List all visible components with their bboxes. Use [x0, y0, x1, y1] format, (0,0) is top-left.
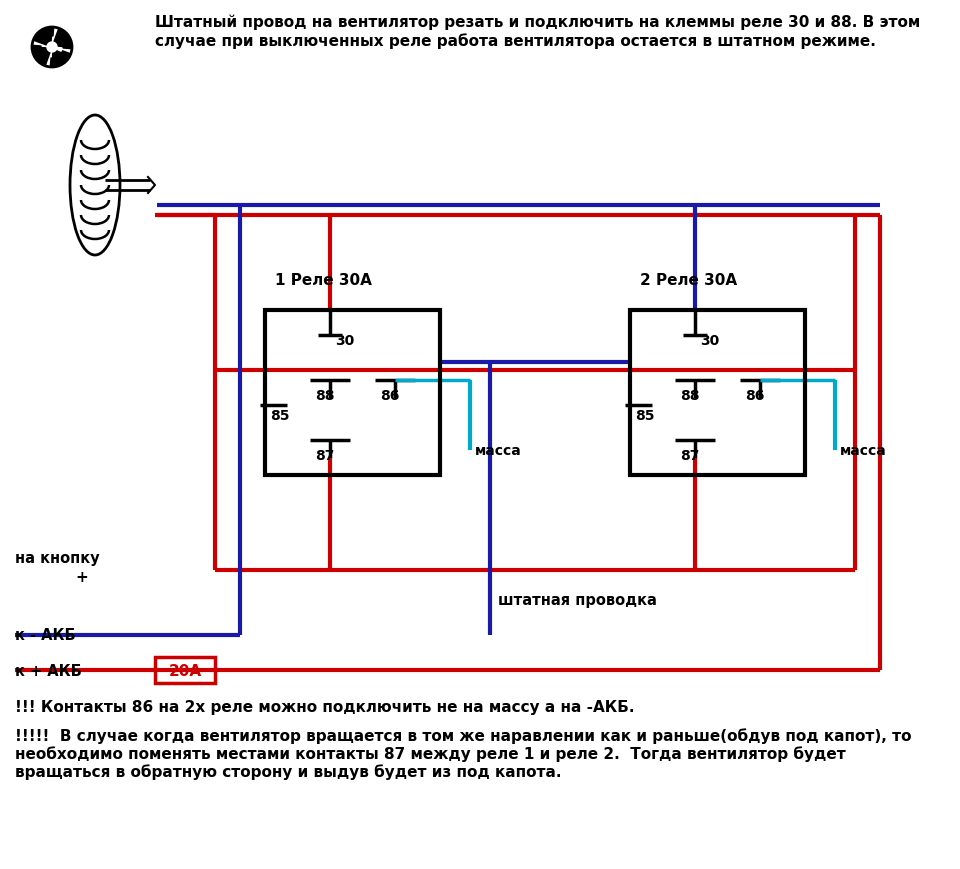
Text: !!! Контакты 86 на 2х реле можно подключить не на массу а на -АКБ.: !!! Контакты 86 на 2х реле можно подключ… — [15, 700, 635, 715]
Wedge shape — [35, 28, 54, 47]
Text: штатная проводка: штатная проводка — [498, 593, 657, 608]
Bar — [630, 310, 805, 475]
Text: 87: 87 — [680, 449, 700, 463]
Text: 30: 30 — [335, 334, 354, 348]
Text: 85: 85 — [270, 409, 290, 423]
Circle shape — [47, 42, 57, 52]
Text: +: + — [75, 571, 87, 586]
Text: 20А: 20А — [168, 664, 202, 679]
Text: масса: масса — [840, 444, 887, 458]
Text: 87: 87 — [315, 449, 334, 463]
Text: на кнопку: на кнопку — [15, 550, 100, 566]
Wedge shape — [52, 30, 71, 49]
Text: 88: 88 — [680, 389, 700, 403]
Wedge shape — [50, 47, 70, 66]
Text: 85: 85 — [635, 409, 655, 423]
Text: к + АКБ: к + АКБ — [15, 664, 82, 679]
Wedge shape — [52, 47, 62, 51]
Text: !!!!!  В случае когда вентилятор вращается в том же наравлении как и раньше(обду: !!!!! В случае когда вентилятор вращаетс… — [15, 728, 911, 780]
Text: 86: 86 — [380, 389, 399, 403]
Text: 2 Реле 30А: 2 Реле 30А — [640, 273, 737, 288]
Bar — [155, 657, 215, 683]
Wedge shape — [52, 37, 57, 47]
Text: Штатный провод на вентилятор резать и подключить на клеммы реле 30 и 88. В этом
: Штатный провод на вентилятор резать и по… — [155, 15, 921, 49]
Text: к - АКБ: к - АКБ — [15, 627, 76, 642]
Wedge shape — [33, 45, 52, 65]
Text: 88: 88 — [315, 389, 334, 403]
Bar — [265, 310, 440, 475]
Text: масса: масса — [475, 444, 521, 458]
Text: 86: 86 — [745, 389, 764, 403]
Wedge shape — [42, 43, 52, 47]
Text: 30: 30 — [700, 334, 719, 348]
Text: 1 Реле 30А: 1 Реле 30А — [275, 273, 372, 288]
Wedge shape — [48, 47, 52, 57]
